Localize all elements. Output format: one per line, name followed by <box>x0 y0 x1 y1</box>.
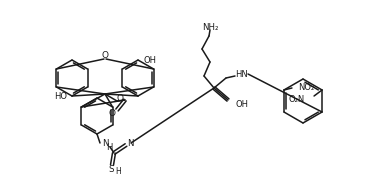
Text: NH₂: NH₂ <box>202 23 218 32</box>
Text: HO: HO <box>54 92 67 101</box>
Text: N: N <box>102 140 108 149</box>
Text: O: O <box>109 109 116 117</box>
Text: O: O <box>116 93 123 103</box>
Text: O₂N: O₂N <box>289 94 305 103</box>
Text: N: N <box>127 139 133 148</box>
Text: H: H <box>106 142 112 152</box>
Text: NO₂: NO₂ <box>298 83 314 92</box>
Text: OH: OH <box>143 55 156 64</box>
Text: H: H <box>115 168 121 177</box>
Text: OH: OH <box>236 100 249 109</box>
Text: S: S <box>108 165 114 174</box>
Text: HN: HN <box>236 70 248 79</box>
Text: O: O <box>101 51 109 60</box>
